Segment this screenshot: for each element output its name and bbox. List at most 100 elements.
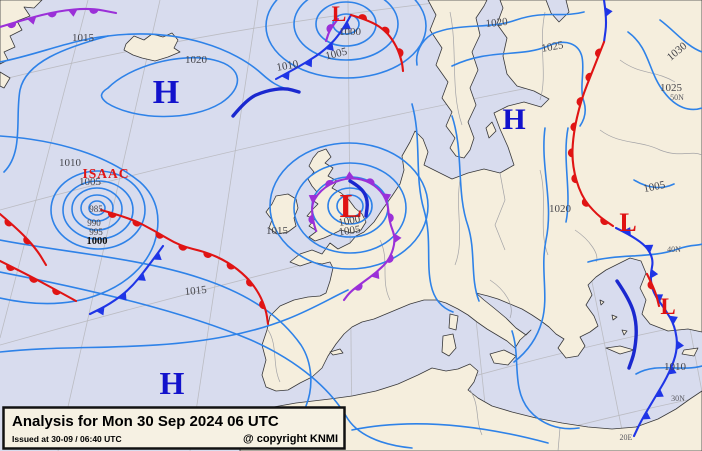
isobar-line bbox=[587, 243, 702, 263]
isobar-label: 990 bbox=[87, 218, 101, 228]
graticule-line bbox=[0, 0, 89, 339]
isobar-line bbox=[3, 35, 109, 173]
isobar-label: 1010 bbox=[664, 361, 687, 373]
occluded-front bbox=[0, 7, 118, 29]
warm-front-symbol bbox=[23, 236, 31, 245]
country-border bbox=[599, 129, 702, 156]
warm-front-symbol bbox=[325, 179, 334, 187]
cold-front-symbol bbox=[118, 291, 127, 301]
land-polygon bbox=[611, 314, 618, 321]
warm-front-symbol bbox=[386, 254, 394, 263]
graticule-line bbox=[189, 0, 259, 451]
land-polygon bbox=[306, 148, 367, 242]
copyright-notice: @ copyright KNMI bbox=[243, 433, 338, 445]
warm-front-symbol bbox=[326, 24, 334, 33]
isobar-line bbox=[0, 135, 159, 305]
isobar-label: 1020 bbox=[485, 16, 509, 30]
warm-front-symbol bbox=[365, 178, 375, 186]
cold-front-symbol bbox=[303, 58, 313, 68]
isobar-label: 40N bbox=[667, 245, 681, 254]
cold-front-symbol bbox=[325, 42, 334, 51]
cold-front-symbol bbox=[655, 388, 664, 398]
cold-front-symbol bbox=[605, 7, 613, 17]
isobar-line bbox=[451, 115, 480, 302]
land-polygon bbox=[448, 313, 459, 331]
cold-front-symbol bbox=[308, 194, 318, 204]
isobar-label: 30N bbox=[671, 394, 685, 403]
cold-front-symbol bbox=[95, 306, 105, 316]
land-polygon bbox=[681, 347, 699, 357]
warm-front-symbol bbox=[600, 217, 609, 225]
cold-front-symbol bbox=[344, 171, 355, 179]
info-box: Analysis for Mon 30 Sep 2024 06 UTC Issu… bbox=[2, 406, 346, 450]
warm-front bbox=[0, 212, 48, 267]
isobar-label: 1000 bbox=[337, 213, 362, 229]
warm-front-symbol bbox=[358, 14, 368, 21]
occluded-front-line bbox=[324, 17, 340, 43]
warm-front-symbol bbox=[107, 211, 117, 218]
warm-front-symbol bbox=[7, 22, 17, 29]
cold-front-symbol bbox=[153, 251, 162, 260]
isobar-label: 985 bbox=[89, 204, 103, 214]
isobar-line bbox=[80, 194, 114, 222]
isobar-line bbox=[50, 170, 146, 250]
warm-front bbox=[0, 259, 78, 303]
warm-front-symbol bbox=[581, 198, 590, 207]
isobar-label: 1005 bbox=[338, 223, 362, 238]
warm-front-symbol bbox=[354, 283, 363, 291]
issued-timestamp: Issued at 30-09 / 06:40 UTC bbox=[12, 434, 122, 444]
land-polygon bbox=[0, 71, 11, 89]
trough-front bbox=[231, 87, 301, 118]
land-polygon bbox=[265, 193, 299, 235]
weather-fronts bbox=[0, 0, 685, 438]
country-border bbox=[494, 172, 506, 251]
isobar-line bbox=[565, 127, 569, 223]
warm-front-symbol bbox=[259, 300, 266, 310]
trough-front-line bbox=[348, 179, 369, 218]
pressure-center-H: H bbox=[502, 103, 525, 136]
cold-front-symbol bbox=[676, 340, 685, 351]
occluded-front bbox=[308, 171, 402, 302]
analysis-title: Analysis for Mon 30 Sep 2024 06 UTC bbox=[12, 413, 279, 430]
isobar-line bbox=[351, 423, 549, 444]
graticule-line bbox=[57, 0, 161, 451]
warm-front-symbol bbox=[308, 214, 314, 224]
land-polygon bbox=[485, 121, 497, 139]
warm-front-symbol bbox=[570, 122, 576, 132]
occluded-front bbox=[324, 17, 340, 43]
warm-front-symbol bbox=[132, 220, 142, 227]
warm-front-symbol bbox=[6, 264, 15, 271]
warm-front-line bbox=[99, 208, 270, 326]
warm-front-symbol bbox=[246, 278, 254, 287]
warm-front-symbol bbox=[29, 276, 38, 283]
isobar-line bbox=[0, 289, 349, 353]
cold-front-symbol bbox=[668, 365, 677, 375]
warm-front-symbol bbox=[388, 213, 394, 223]
isobar-label: 1015 bbox=[266, 225, 289, 237]
isobar-label: 1005 bbox=[79, 176, 102, 188]
warm-front-symbol bbox=[647, 280, 654, 290]
isobar-label: 1000 bbox=[339, 26, 362, 38]
warm-front-symbol bbox=[155, 231, 164, 239]
isobar-line bbox=[415, 33, 433, 66]
warm-front bbox=[567, 40, 615, 228]
cold-front bbox=[602, 0, 613, 44]
pressure-center-L: L bbox=[619, 208, 636, 237]
trough-front bbox=[348, 179, 369, 218]
isobar-line bbox=[0, 239, 312, 407]
isobar-line bbox=[265, 0, 427, 79]
cold-front bbox=[88, 244, 165, 316]
cold-front-symbol bbox=[342, 21, 352, 30]
isobar-label: 1025 bbox=[541, 39, 565, 55]
warm-front-line bbox=[571, 40, 615, 228]
warm-front-line bbox=[349, 13, 405, 73]
cold-front-line bbox=[88, 244, 165, 316]
land-polygon bbox=[329, 348, 344, 356]
warm-front-symbol bbox=[397, 48, 404, 58]
warm-front-symbol bbox=[571, 174, 578, 184]
isobar-label: 1015 bbox=[184, 284, 208, 298]
warm-front bbox=[99, 208, 270, 326]
